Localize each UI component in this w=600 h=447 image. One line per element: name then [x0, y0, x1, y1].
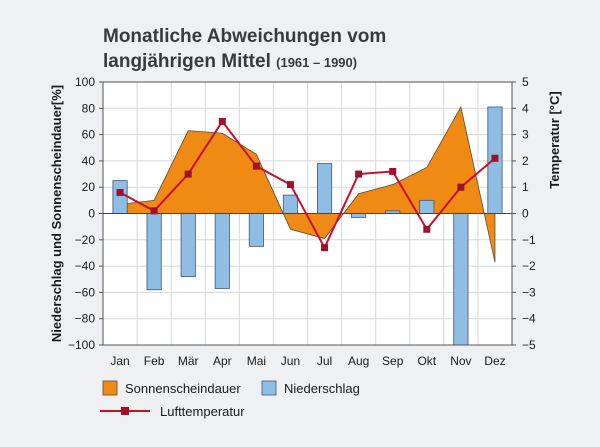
y-right-tick-label: 5	[522, 75, 529, 89]
temperature-point	[423, 225, 431, 233]
y-left-tick-label: 100	[75, 75, 95, 89]
x-tick-label: Apr	[213, 354, 232, 368]
temperature-point	[252, 162, 260, 170]
y-axis-right-label: Temperatur [°C]	[547, 91, 562, 188]
temperature-point	[491, 154, 499, 162]
y-left-tick-label: 60	[82, 128, 96, 142]
chart-title-line2: langjährigen Mittel (1961 – 1990)	[103, 49, 386, 75]
chart-title-line1: Monatliche Abweichungen vom	[103, 26, 387, 47]
y-right-tick-label: −5	[522, 338, 536, 352]
precipitation-bar	[351, 213, 367, 218]
temperature-point	[389, 167, 397, 175]
y-right-tick-label: 4	[522, 101, 529, 115]
x-tick-label: Dez	[484, 354, 505, 368]
x-tick-label: Mär	[178, 354, 199, 368]
precipitation-bar	[248, 213, 264, 247]
y-axis-left-label: Niederschlag und Sonnenscheindauer[%]	[49, 85, 64, 342]
precipitation-bar	[282, 194, 299, 214]
y-left-tick-label: −20	[75, 233, 96, 247]
y-left-tick-label: 40	[82, 154, 96, 168]
y-left-tick-label: 80	[82, 101, 96, 115]
temperature-point	[457, 183, 465, 191]
chart-title-main2: langjährigen Mittel	[103, 51, 271, 72]
precipitation-bar	[112, 180, 128, 214]
y-right-tick-label: 1	[522, 180, 529, 194]
temperature-point	[286, 181, 294, 189]
precipitation-bar	[180, 213, 196, 278]
precipitation-bar	[146, 213, 162, 291]
x-tick-label: Aug	[348, 354, 369, 368]
sunshine-area-layer	[119, 105, 496, 263]
x-tick-label: Nov	[450, 354, 471, 368]
legend: Sonnenscheindauer Niederschlag Lufttempe…	[100, 380, 360, 419]
legend-swatch-precipitation	[261, 380, 277, 396]
precipitation-bar	[316, 163, 333, 214]
x-tick-label: Jun	[281, 354, 300, 368]
y-left-tick-label: 0	[88, 207, 95, 221]
x-tick-label: Jan	[110, 354, 129, 368]
y-left-tick-label: −40	[75, 259, 96, 273]
y-right-tick-label: 2	[522, 154, 529, 168]
precipitation-bar	[419, 199, 435, 214]
y-left-tick-label: −80	[75, 312, 96, 326]
y-left-tick-label: −60	[75, 285, 96, 299]
chart-title: Monatliche Abweichungen vom langjährigen…	[103, 24, 386, 75]
temperature-point	[116, 188, 124, 196]
x-tick-label: Sep	[382, 354, 404, 368]
y-right-tick-label: −4	[522, 312, 536, 326]
legend-swatch-sunshine	[102, 380, 118, 396]
temperature-point	[355, 170, 363, 178]
temperature-point	[218, 117, 226, 125]
y-right-tick-label: −1	[522, 233, 536, 247]
temperature-line	[119, 119, 496, 250]
precipitation-bar	[214, 213, 230, 289]
y-left-tick-label: −100	[68, 338, 95, 352]
temperature-line-layer	[116, 117, 499, 252]
temperature-point	[184, 170, 192, 178]
legend-label-precipitation: Niederschlag	[284, 381, 360, 396]
precipitation-bar-layer	[112, 106, 503, 346]
y-right-tick-label: −2	[522, 259, 536, 273]
y-left-tick-label: 20	[82, 180, 96, 194]
x-tick-label: Mai	[247, 354, 266, 368]
temperature-point	[321, 244, 329, 252]
sunshine-area	[119, 105, 496, 263]
legend-label-temperature: Lufttemperatur	[160, 404, 245, 419]
tick-labels: 100 80 60 40 20 0 −20 −40 −60 −80 −100 5 4 3 2 1 0 −1 −2 −3…	[68, 75, 536, 368]
temperature-point	[150, 207, 158, 215]
y-right-tick-label: 0	[522, 207, 529, 221]
x-tick-label: Feb	[144, 354, 165, 368]
chart-subtitle: (1961 – 1990)	[276, 55, 358, 70]
y-right-tick-label: 3	[522, 128, 529, 142]
legend-label-sunshine: Sonnenscheindauer	[125, 381, 241, 396]
x-tick-label: Jul	[317, 354, 332, 368]
y-right-tick-label: −3	[522, 285, 536, 299]
precipitation-bar	[453, 213, 469, 346]
x-tick-label: Okt	[417, 354, 436, 368]
legend-marker-temperature	[121, 407, 129, 415]
